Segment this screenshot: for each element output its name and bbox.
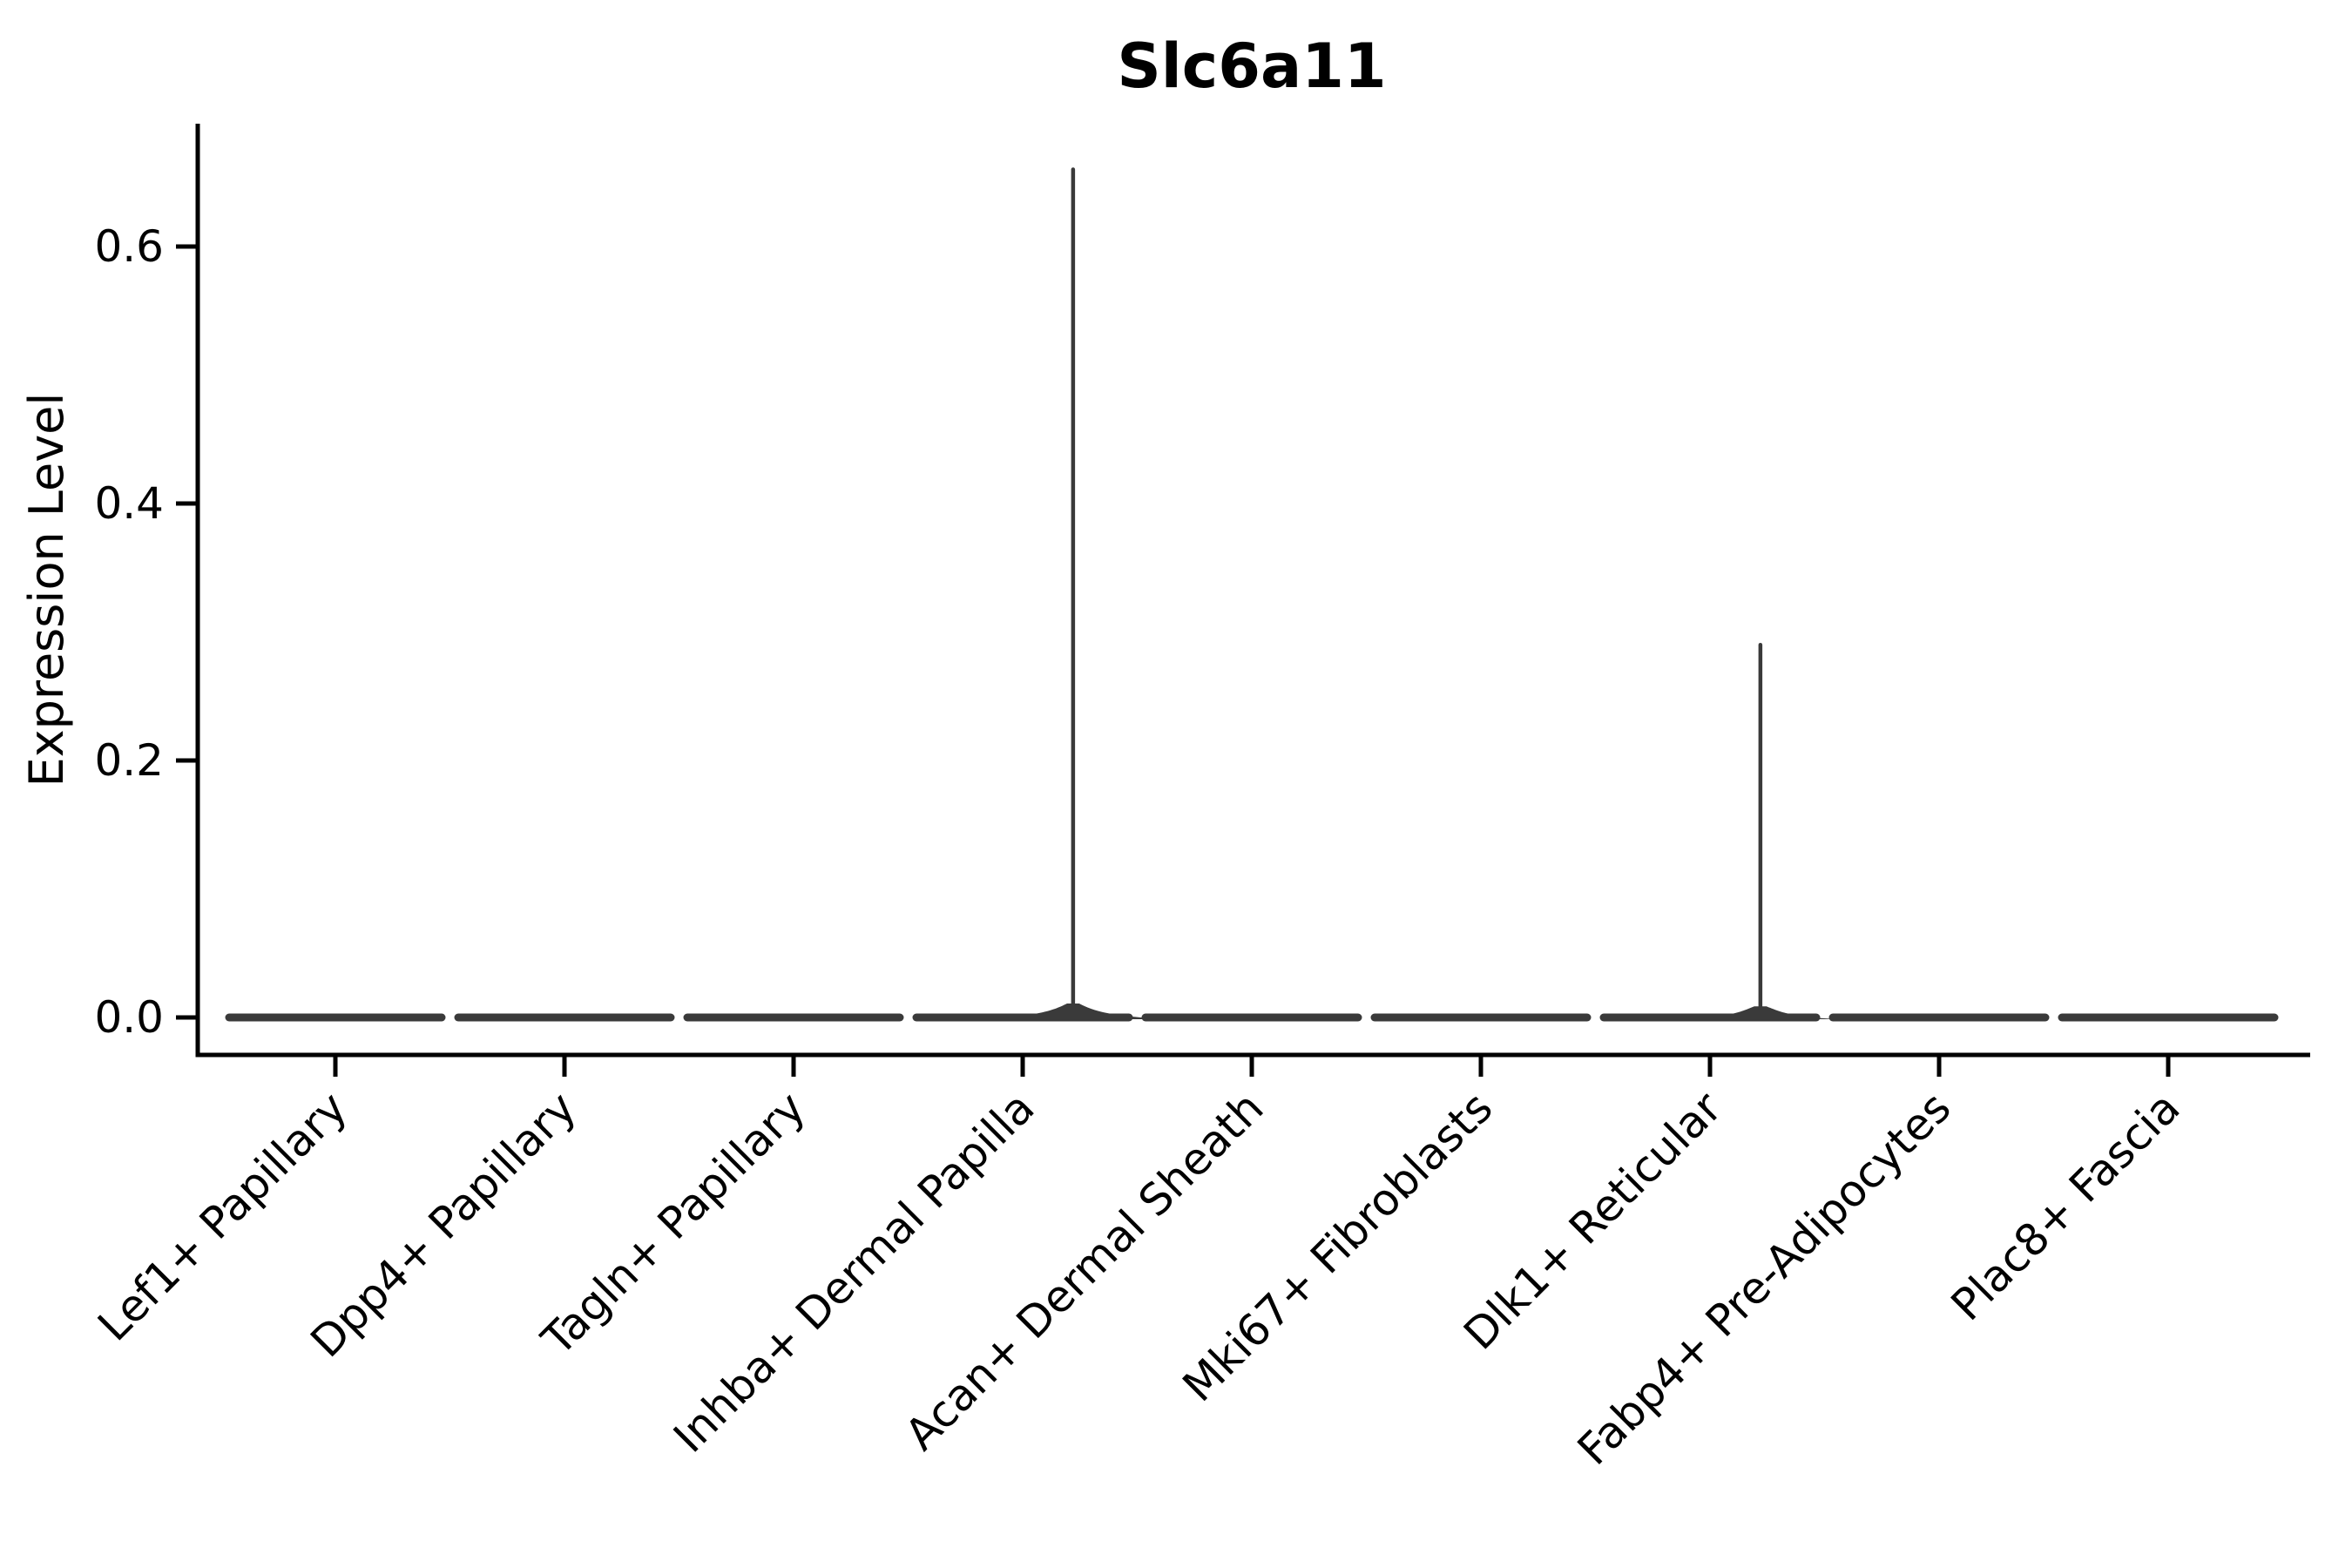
x-tick-label: Plac8+ Fascia	[1942, 1082, 2190, 1330]
y-axis: 0.0 0.2 0.4 0.6	[94, 221, 198, 1043]
violins	[225, 167, 2279, 1022]
violin	[912, 167, 1169, 1022]
y-axis-label: Expression Level	[19, 393, 74, 787]
x-tick-label: Fabp4+ Pre-Adipocytes	[1568, 1082, 1961, 1475]
y-tick-label: 0.0	[94, 992, 164, 1043]
chart-title: Slc6a11	[1117, 30, 1386, 102]
x-tick-label: Lef1+ Papillary	[88, 1082, 356, 1350]
violin	[1599, 643, 1837, 1022]
y-tick-label: 0.4	[94, 478, 164, 529]
y-tick-label: 0.2	[94, 735, 164, 786]
y-tick-label: 0.6	[94, 221, 164, 272]
axes-spines	[195, 124, 2310, 1058]
